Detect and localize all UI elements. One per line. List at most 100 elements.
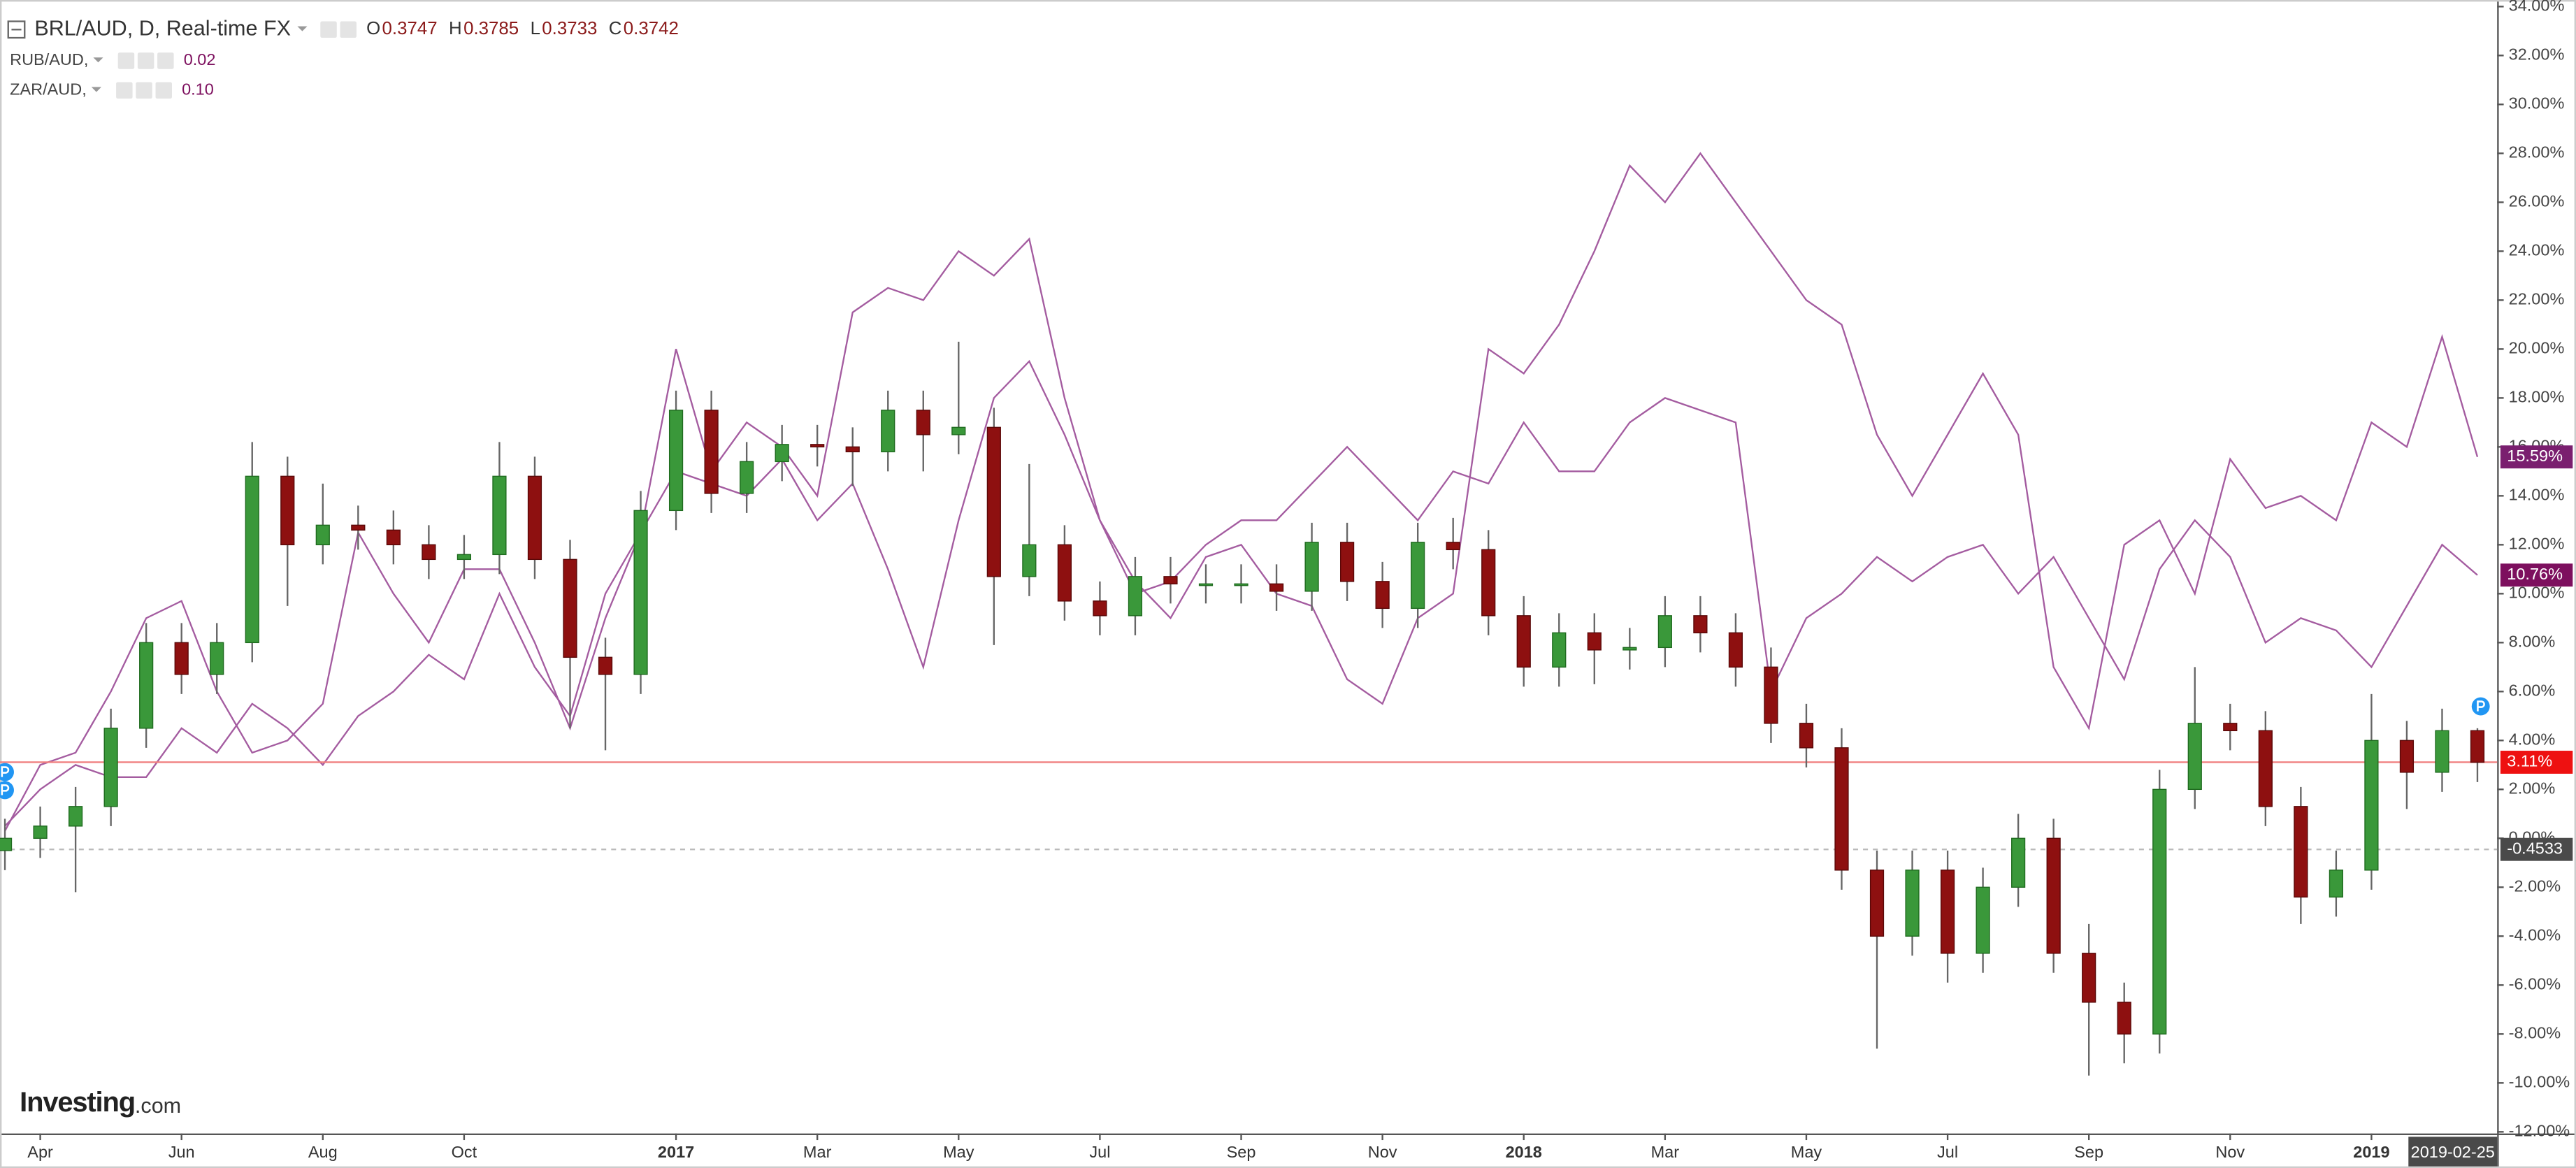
y-tick-label: 30.00% xyxy=(2509,94,2565,113)
candle-body xyxy=(1764,666,1778,724)
legend-ohlc-value: 0.3747 xyxy=(382,19,438,38)
y-tick-label: 2.00% xyxy=(2509,779,2556,798)
candle-body xyxy=(315,524,330,546)
y-tick-label: 26.00% xyxy=(2509,192,2565,210)
candle-body xyxy=(986,426,1001,577)
candle-body xyxy=(103,728,118,807)
candle-body xyxy=(245,475,259,644)
legend-series-value: 0.02 xyxy=(184,50,216,69)
reference-label: -0.4533 xyxy=(2507,839,2563,857)
series-last-label: 15.59% xyxy=(2507,447,2563,465)
crosshair-date-box xyxy=(2408,1137,2498,1167)
candle-body xyxy=(280,475,295,546)
candle-body xyxy=(1940,870,1955,954)
legend-symbol: BRL/AUD, D, Real-time FX xyxy=(34,16,291,40)
candle-body xyxy=(2011,837,2026,888)
candle-body xyxy=(2364,740,2379,871)
x-tick-label: 2019-02-25 xyxy=(2411,1143,2495,1161)
candle-body xyxy=(386,529,401,546)
legend-icon xyxy=(117,52,135,69)
x-tick-label: Nov xyxy=(2215,1143,2245,1161)
event-marker-glyph xyxy=(2477,700,2485,712)
y-tick-label: -10.00% xyxy=(2509,1073,2570,1091)
candle-body xyxy=(0,837,13,851)
legend-icon xyxy=(137,52,154,69)
candle-body xyxy=(1481,549,1496,617)
y-tick-label: -4.00% xyxy=(2509,926,2561,944)
candle-body xyxy=(1163,576,1178,585)
candle-body xyxy=(1198,583,1214,586)
candle-body xyxy=(1269,583,1284,592)
candle-body xyxy=(422,544,436,561)
candle-body xyxy=(1657,615,1672,649)
watermark-domain: .com xyxy=(135,1094,181,1118)
candle-body xyxy=(351,524,366,531)
legend-caret xyxy=(91,87,101,92)
legend-series-name: RUB/AUD, xyxy=(10,50,88,69)
candle-body xyxy=(563,558,577,658)
y-tick-label: -6.00% xyxy=(2509,975,2561,993)
candle-body xyxy=(1446,542,1460,551)
x-tick-label: Sep xyxy=(1227,1143,1256,1161)
legend-icon xyxy=(136,82,152,99)
candle-body xyxy=(1093,600,1107,617)
reference-box xyxy=(2500,837,2573,861)
candle-body xyxy=(1693,615,1708,634)
candle-body xyxy=(1375,581,1390,610)
candle-body xyxy=(174,642,189,675)
legend-icon xyxy=(116,82,133,99)
legend-series-name: ZAR/AUD, xyxy=(10,80,87,98)
legend-ohlc-label: H xyxy=(449,19,462,38)
legend-ohlc-label: C xyxy=(609,19,622,38)
candle-body xyxy=(492,475,507,556)
candle-body xyxy=(1834,747,1849,871)
legend-icon xyxy=(157,52,174,69)
candle-body xyxy=(456,554,472,561)
x-tick-label: Oct xyxy=(452,1143,477,1161)
x-tick-label: Sep xyxy=(2074,1143,2103,1161)
candle-body xyxy=(2470,730,2485,763)
legend-ohlc-value: 0.3733 xyxy=(542,19,597,38)
candle-body xyxy=(2399,740,2415,773)
series-line xyxy=(4,152,2479,832)
candle-body xyxy=(775,444,789,463)
y-tick-label: 24.00% xyxy=(2509,241,2565,259)
event-marker-glyph xyxy=(1,784,10,795)
y-tick-label: 4.00% xyxy=(2509,730,2556,749)
candle-body xyxy=(1552,632,1567,668)
candle-body xyxy=(1516,615,1531,668)
y-tick-label: 34.00% xyxy=(2509,0,2565,15)
collapse-icon xyxy=(7,20,26,39)
legend-icon xyxy=(340,21,357,38)
x-tick-label: May xyxy=(943,1143,974,1161)
candle-body xyxy=(1411,542,1425,610)
event-marker-glyph xyxy=(1,766,10,777)
y-tick-label: 28.00% xyxy=(2509,143,2565,161)
candle-body xyxy=(2187,723,2202,791)
candle-body xyxy=(1622,647,1637,651)
watermark-brand: Investing xyxy=(20,1087,135,1118)
legend-caret xyxy=(297,26,308,31)
y-tick-label: 22.00% xyxy=(2509,290,2565,308)
candle-body xyxy=(139,642,154,729)
candle-body xyxy=(881,410,895,453)
candle-body xyxy=(1128,576,1143,617)
candle-body xyxy=(69,806,83,827)
candle-body xyxy=(668,410,684,512)
legend-icon xyxy=(155,82,172,99)
candle-body xyxy=(210,642,224,675)
y-tick-label: -8.00% xyxy=(2509,1024,2561,1042)
series-last-box xyxy=(2500,563,2573,587)
x-tick-label: 2018 xyxy=(1506,1143,1542,1161)
y-tick-label: 6.00% xyxy=(2509,682,2556,700)
candle-body xyxy=(810,444,825,448)
candle-body xyxy=(2082,953,2096,1003)
last-price-box xyxy=(2500,751,2573,774)
candle-body xyxy=(916,410,930,435)
candle-body xyxy=(1022,544,1037,577)
candle-body xyxy=(951,426,966,435)
